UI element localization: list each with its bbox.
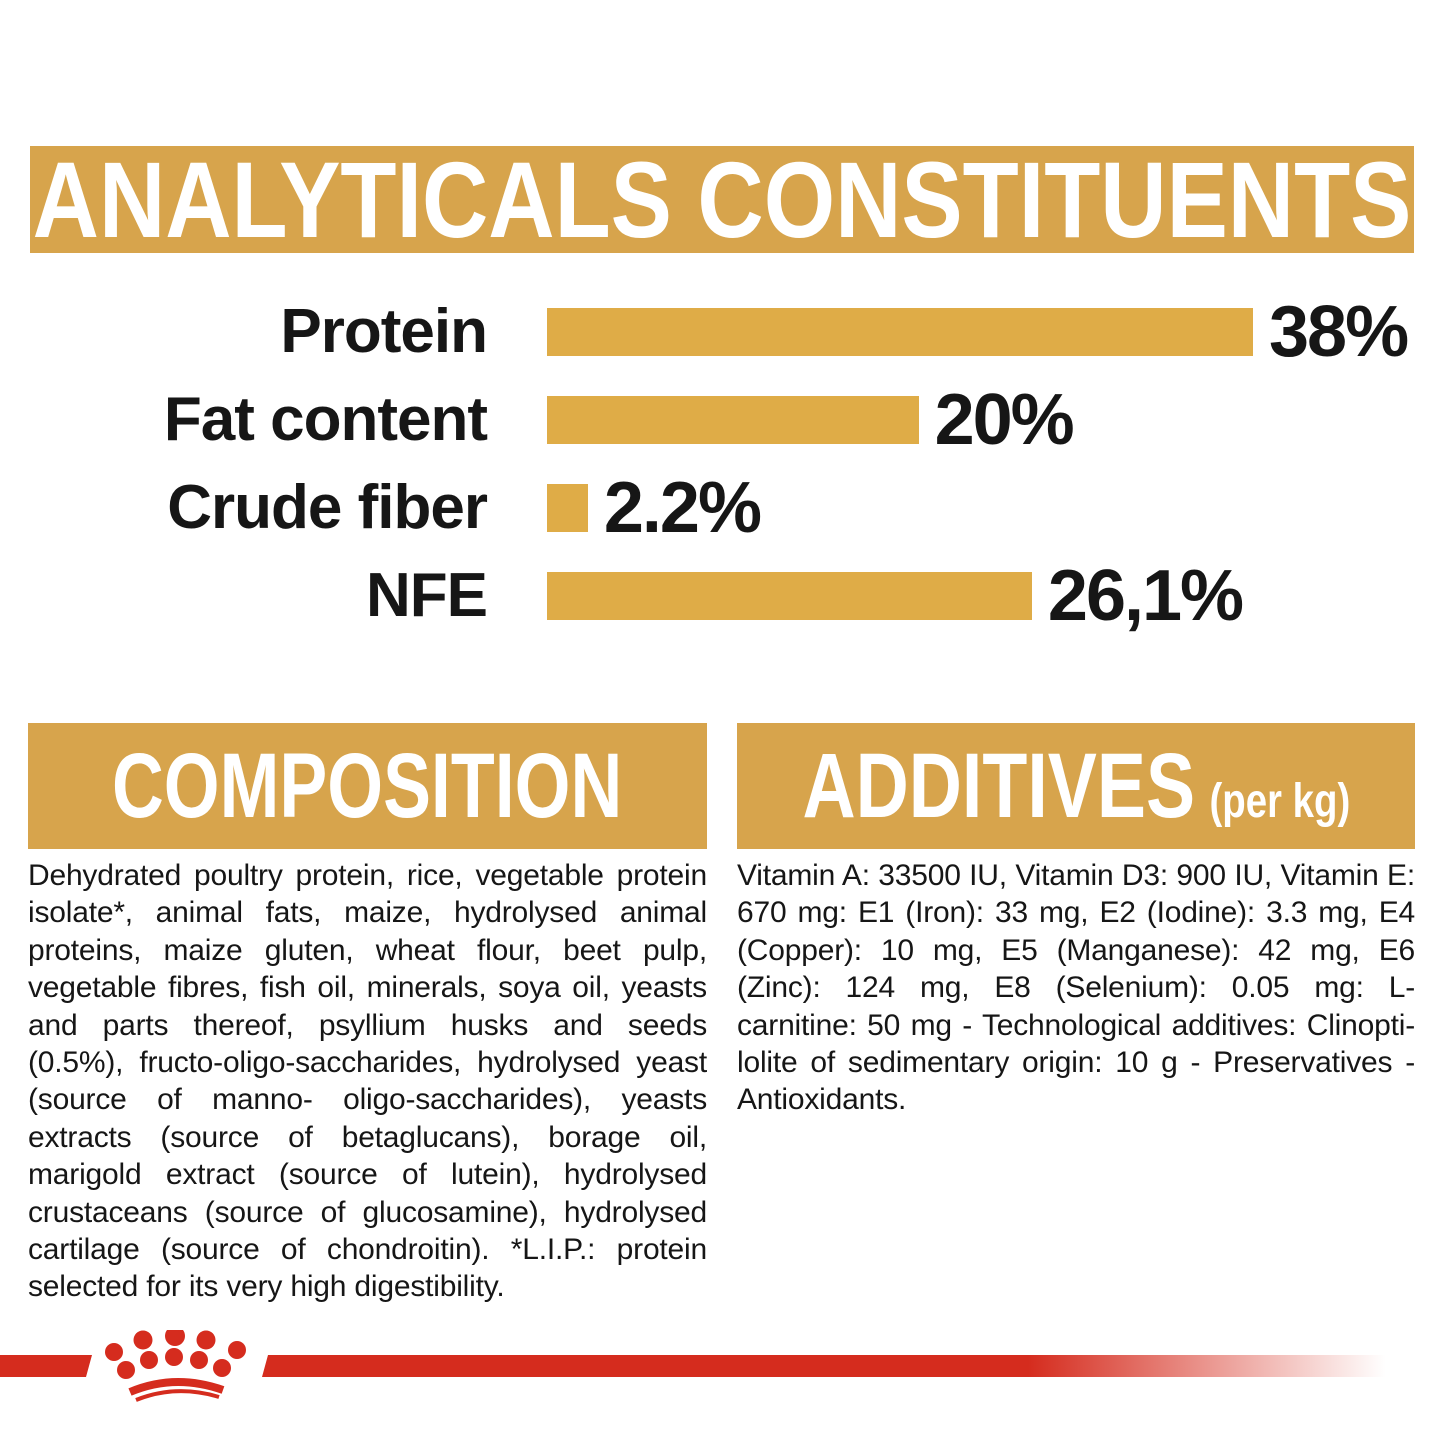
chart-category-label: Protein — [280, 297, 488, 366]
chart-row: Fat content 20% — [0, 376, 1445, 464]
chart-category-label: Crude fiber — [167, 473, 488, 542]
chart-category-label: Fat content — [163, 385, 488, 454]
analyticals-title: ANALYTICALS CONSTITUENTS — [32, 138, 1412, 260]
chart-category-label: NFE — [366, 561, 488, 630]
red-line-right — [262, 1355, 1420, 1377]
red-line-left — [0, 1355, 92, 1377]
chart-row: Protein 38% — [0, 288, 1445, 376]
bar-chart: Protein 38% Fat content 20% Crude fiber 2.2% N… — [0, 288, 1445, 640]
chart-value-label: 20% — [934, 380, 1075, 460]
chart-bar — [547, 572, 1032, 620]
additives-title: ADDITIVES — [802, 735, 1195, 837]
chart-bar — [547, 484, 588, 532]
footer-logo-strip — [0, 1330, 1420, 1402]
royal-canin-crown-icon — [105, 1330, 246, 1402]
chart-bar — [547, 308, 1253, 356]
chart-value-label: 26,1% — [1047, 556, 1244, 636]
composition-title: COMPOSITION — [112, 735, 623, 837]
composition-body: Dehydrated poultry protein, rice, vegeta… — [28, 859, 707, 1304]
chart-value-label: 38% — [1269, 292, 1409, 372]
chart-value-label: 2.2% — [603, 468, 762, 548]
chart-bar — [547, 396, 919, 444]
additives-title-wrap: ADDITIVES (per kg) — [802, 740, 1350, 832]
chart-row: Crude fiber 2.2% — [0, 464, 1445, 552]
additives-banner: ADDITIVES (per kg) — [737, 723, 1415, 849]
composition-banner: COMPOSITION — [28, 723, 707, 849]
chart-row: NFE 26,1% — [0, 552, 1445, 640]
analyticals-banner: ANALYTICALS CONSTITUENTS — [30, 138, 1414, 260]
additives-body: Vitamin A: 33500 IU, Vitamin D3: 900 IU,… — [737, 859, 1415, 1117]
additives-per-kg-label: (per kg) — [1209, 775, 1350, 828]
